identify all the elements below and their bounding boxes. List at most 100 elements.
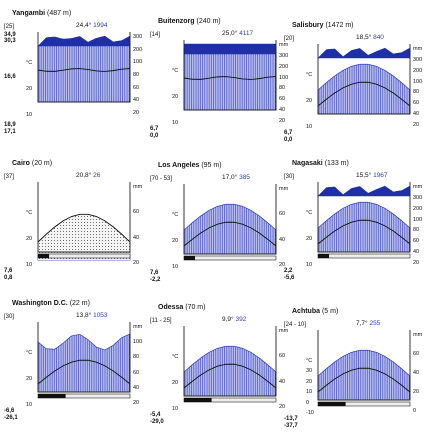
precipitation-tick: 60 bbox=[133, 369, 140, 376]
annual-precipitation: 385 bbox=[239, 174, 250, 181]
temperature-curve bbox=[183, 76, 277, 80]
extreme-value: 17,1 bbox=[4, 129, 16, 135]
climate-plot bbox=[183, 184, 277, 261]
precipitation-tick: mm bbox=[133, 184, 143, 190]
climate-diagram: Cairo (20 m) [37] 20,8° 26 7,6 0,8 °C 20 10 mm 60… bbox=[4, 160, 143, 285]
precipitation-tick: 40 bbox=[413, 249, 420, 256]
perhumid-area bbox=[317, 47, 411, 59]
station-name: Salisbury bbox=[292, 22, 324, 29]
extreme-value: -13,7 bbox=[284, 416, 298, 422]
record-years: [14] bbox=[150, 32, 161, 38]
mean-temperature: 13,8° bbox=[76, 312, 92, 319]
precipitation-tick: 40 bbox=[133, 97, 140, 104]
record-years: [24 - 10] bbox=[284, 322, 307, 328]
precipitation-tick: 100 bbox=[133, 59, 143, 66]
plot-axes bbox=[317, 44, 411, 115]
annual-precipitation: 1994 bbox=[93, 22, 108, 29]
climate-diagram: Yangambi (487 m) [25] 24,4° 1994 34,9 30,3 16… bbox=[4, 10, 143, 135]
annual-precipitation: 4117 bbox=[239, 30, 254, 37]
perhumid-area bbox=[317, 185, 411, 197]
mean-temperature: 9,9° bbox=[222, 316, 234, 323]
precipitation-tick: 80 bbox=[133, 72, 140, 78]
temperature-tick: °C bbox=[306, 210, 313, 216]
precipitation-tick: 100 bbox=[413, 216, 423, 223]
precipitation-tick: 300 bbox=[413, 194, 423, 201]
precipitation-tick: 200 bbox=[413, 205, 423, 212]
precipitation-area bbox=[183, 345, 277, 397]
annual-means: 15,5° 1967 bbox=[356, 172, 388, 179]
climate-diagram: Salisbury (1472 m) [20] 18,5° 840 6,7 0,0 °C 2… bbox=[284, 22, 422, 147]
precipitation-tick: 40 bbox=[413, 111, 420, 118]
temperature-tick: 10 bbox=[306, 262, 313, 268]
record-years: [20] bbox=[284, 36, 295, 42]
climate-diagram: Los Angeles (95 m) [70 - 53] 17,0° 385 7,6-… bbox=[150, 162, 288, 287]
station-title: Cairo (20 m) bbox=[12, 160, 52, 167]
station-elevation: (5 m) bbox=[321, 308, 339, 315]
climate-diagram: Achtuba (5 m) [24 - 10] 7,7° 255 -13,7 -37,7… bbox=[284, 308, 422, 433]
climate-plot bbox=[37, 182, 131, 261]
temperature-curve bbox=[37, 359, 131, 385]
station-name: Washington D.C. bbox=[12, 300, 68, 307]
frost-bar bbox=[183, 255, 277, 261]
station-name: Nagasaki bbox=[292, 160, 323, 167]
mean-temperature: 20,8° bbox=[76, 172, 92, 179]
record-years: [11 - 25] bbox=[150, 318, 172, 324]
annual-means: 25,0° 4117 bbox=[222, 30, 253, 37]
mean-temperature: 25,0° bbox=[222, 30, 238, 37]
precipitation-tick: 40 bbox=[413, 370, 420, 376]
temperature-tick: °C bbox=[26, 60, 33, 66]
station-elevation: (240 m) bbox=[196, 18, 221, 25]
precipitation-tick: 40 bbox=[279, 107, 286, 114]
station-title: Nagasaki (133 m) bbox=[292, 160, 349, 167]
annual-means: 18,5° 840 bbox=[356, 34, 384, 41]
station-elevation: (133 m) bbox=[324, 160, 349, 167]
temperature-tick: 10 bbox=[172, 406, 179, 412]
climate-diagram: Nagasaki (133 m) [30] 15,5° 1967 2,2 -5,6 °C 2… bbox=[284, 160, 423, 285]
precipitation-area bbox=[317, 63, 411, 115]
extreme-value: 6,7 bbox=[284, 130, 293, 136]
extreme-value: 18,9 bbox=[4, 122, 16, 128]
precipitation-tick: 200 bbox=[133, 46, 143, 53]
mean-temperature: 24,4° bbox=[76, 22, 92, 29]
temperature-curve bbox=[37, 213, 131, 243]
mean-temperature: 17,0° bbox=[222, 174, 238, 181]
extreme-value: 2,2 bbox=[284, 268, 293, 274]
precipitation-tick: 60 bbox=[133, 84, 140, 91]
temperature-tick: 20 bbox=[306, 236, 313, 242]
frost-period bbox=[184, 398, 212, 402]
mean-temperature: 18,5° bbox=[356, 34, 372, 41]
temperature-tick: 30 bbox=[306, 368, 313, 375]
extreme-value: -6,6 bbox=[4, 408, 15, 414]
temperature-curve bbox=[317, 219, 411, 245]
temperature-tick: 0 bbox=[306, 399, 310, 406]
station-elevation: (1472 m) bbox=[325, 22, 354, 29]
station-title: Los Angeles (95 m) bbox=[158, 162, 222, 169]
plot-axes bbox=[37, 322, 131, 393]
plot-axes bbox=[317, 182, 411, 253]
plot-axes bbox=[37, 182, 131, 253]
station-title: Salisbury (1472 m) bbox=[292, 22, 353, 29]
mean-temperature: 15,5° bbox=[356, 172, 372, 179]
precipitation-tick: 200 bbox=[279, 63, 289, 70]
temperature-curve bbox=[183, 221, 277, 247]
precipitation-tick: mm bbox=[279, 328, 289, 334]
precipitation-tick: mm bbox=[279, 42, 289, 48]
extreme-value: 34,9 bbox=[4, 32, 16, 38]
station-title: Washington D.C. (22 m) bbox=[12, 300, 90, 307]
precipitation-tick: 80 bbox=[279, 85, 286, 92]
station-elevation: (487 m) bbox=[47, 10, 72, 17]
precipitation-area bbox=[317, 201, 411, 253]
record-years: [30] bbox=[284, 174, 295, 180]
precipitation-tick: 0 bbox=[413, 408, 417, 414]
temperature-tick: 10 bbox=[172, 120, 179, 126]
precipitation-tick: 300 bbox=[133, 34, 143, 40]
precipitation-tick: 20 bbox=[413, 122, 420, 128]
precipitation-tick: 20 bbox=[133, 400, 140, 406]
mean-temperature: 7,7° bbox=[356, 320, 368, 327]
climate-diagram: Washington D.C. (22 m) [30] 13,8° 1053 -6,6… bbox=[4, 300, 143, 425]
temperature-tick: °C bbox=[172, 354, 179, 360]
precipitation-tick: 40 bbox=[279, 378, 286, 385]
frost-period bbox=[318, 254, 330, 258]
extreme-value: -29,0 bbox=[150, 419, 164, 425]
precipitation-tick: 100 bbox=[133, 339, 143, 346]
